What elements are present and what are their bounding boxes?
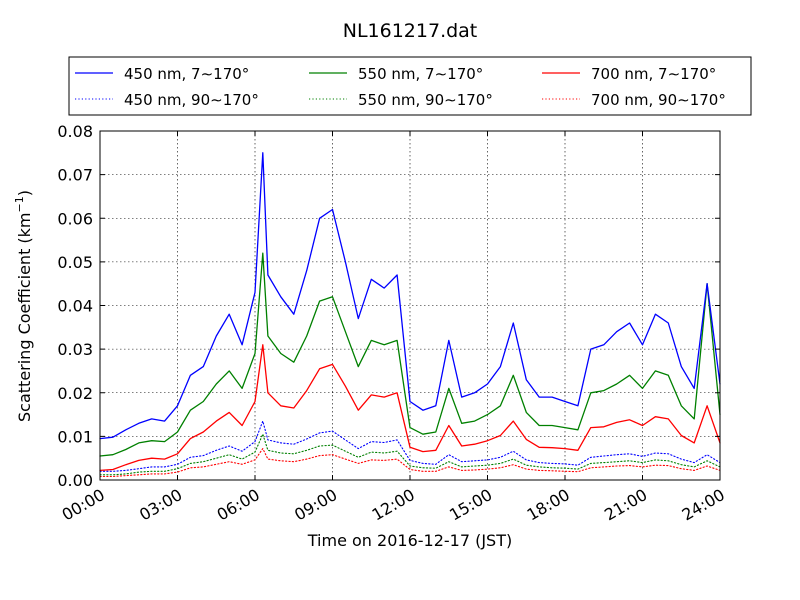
legend-label-1: 450 nm, 90∼170° <box>124 91 259 109</box>
series-line-5 <box>99 448 721 478</box>
series-line-0 <box>99 152 721 440</box>
y-tick-label: 0.01 <box>57 427 93 446</box>
y-axis-title-close: ) <box>15 190 34 196</box>
legend-frame <box>68 56 752 116</box>
plot-frame <box>99 130 721 481</box>
legend-label-0: 450 nm, 7∼170° <box>124 65 249 83</box>
legend: 450 nm, 7∼170° 450 nm, 90∼170° 550 nm, 7∼1… <box>68 56 752 116</box>
series-line-4 <box>99 344 721 472</box>
series-line-3 <box>99 433 721 476</box>
series-group <box>99 152 721 478</box>
grid <box>100 131 720 480</box>
y-tick-label: 0.07 <box>57 166 93 185</box>
chart-title: NL161217.dat <box>343 20 478 42</box>
legend-label-3: 550 nm, 90∼170° <box>358 91 493 109</box>
y-tick-label: 0.05 <box>57 253 93 272</box>
y-axis-title: Scattering Coefficient (km−1) <box>13 190 34 422</box>
legend-label-4: 700 nm, 7∼170° <box>591 65 716 83</box>
legend-label-5: 700 nm, 90∼170° <box>591 91 726 109</box>
x-axis-title: Time on 2016-12-17 (JST) <box>307 531 512 550</box>
y-tick-label: 0.08 <box>57 122 93 141</box>
y-axis-title-exponent: −1 <box>13 196 26 212</box>
legend-label-2: 550 nm, 7∼170° <box>358 65 483 83</box>
y-tick-label: 0.06 <box>57 209 93 228</box>
series-line-1 <box>99 420 721 472</box>
y-tick-label: 0.00 <box>57 471 93 490</box>
y-axis-title-main: Scattering Coefficient (km <box>15 212 34 422</box>
y-tick-label: 0.04 <box>57 297 93 316</box>
y-tick-label: 0.02 <box>57 384 93 403</box>
series-line-2 <box>99 252 721 457</box>
y-tick-label: 0.03 <box>57 340 93 359</box>
